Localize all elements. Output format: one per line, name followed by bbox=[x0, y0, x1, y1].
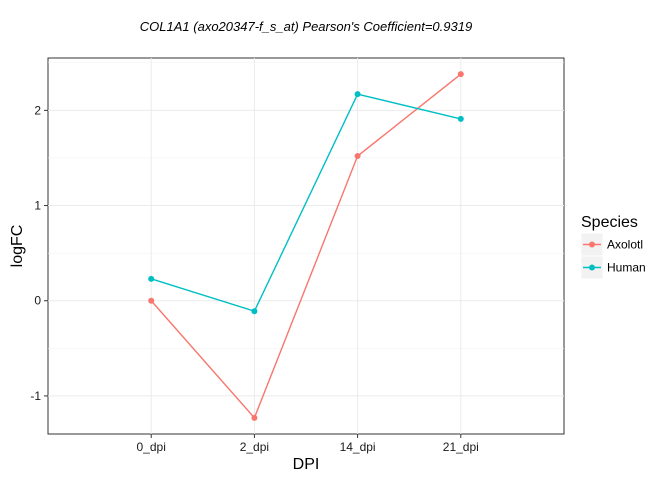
legend-key-point bbox=[589, 264, 595, 271]
y-tick-label: 2 bbox=[34, 103, 41, 117]
series-line-human bbox=[150, 93, 461, 313]
x-axis-title: DPI bbox=[293, 456, 320, 473]
x-tick-label: 21_dpi bbox=[443, 440, 479, 454]
data-point-axolotl bbox=[354, 153, 361, 160]
x-tick-label: 0_dpi bbox=[137, 440, 166, 454]
chart-title: COL1A1 (axo20347-f_s_at) Pearson's Coeff… bbox=[140, 19, 472, 34]
y-tick-label: 1 bbox=[34, 199, 41, 213]
y-tick-label: -1 bbox=[30, 389, 41, 403]
y-axis-ticks: -1 0 1 2 bbox=[30, 103, 48, 403]
y-axis-title: logFC bbox=[9, 225, 26, 268]
data-point-axolotl bbox=[251, 414, 258, 421]
x-axis-ticks: 0_dpi 2_dpi 14_dpi 21_dpi bbox=[137, 434, 479, 454]
legend-label-axolotl: Axolotl bbox=[607, 238, 643, 252]
data-point-human bbox=[148, 275, 155, 282]
x-tick-label: 14_dpi bbox=[340, 440, 376, 454]
x-tick-label: 2_dpi bbox=[240, 440, 269, 454]
plot-panel bbox=[47, 57, 565, 435]
data-point-axolotl bbox=[148, 297, 155, 304]
series-layer bbox=[148, 71, 464, 421]
series-line-axolotl bbox=[150, 73, 462, 420]
legend-label-human: Human bbox=[607, 261, 646, 275]
legend-key-point bbox=[589, 241, 595, 248]
data-point-human bbox=[354, 91, 361, 98]
data-point-human bbox=[457, 115, 464, 122]
y-tick-label: 0 bbox=[34, 294, 41, 308]
data-point-axolotl bbox=[457, 71, 464, 78]
legend: Species Axolotl Human bbox=[580, 214, 646, 280]
legend-title: Species bbox=[581, 214, 638, 231]
minor-gridlines bbox=[48, 62, 564, 349]
data-point-human bbox=[251, 308, 258, 315]
